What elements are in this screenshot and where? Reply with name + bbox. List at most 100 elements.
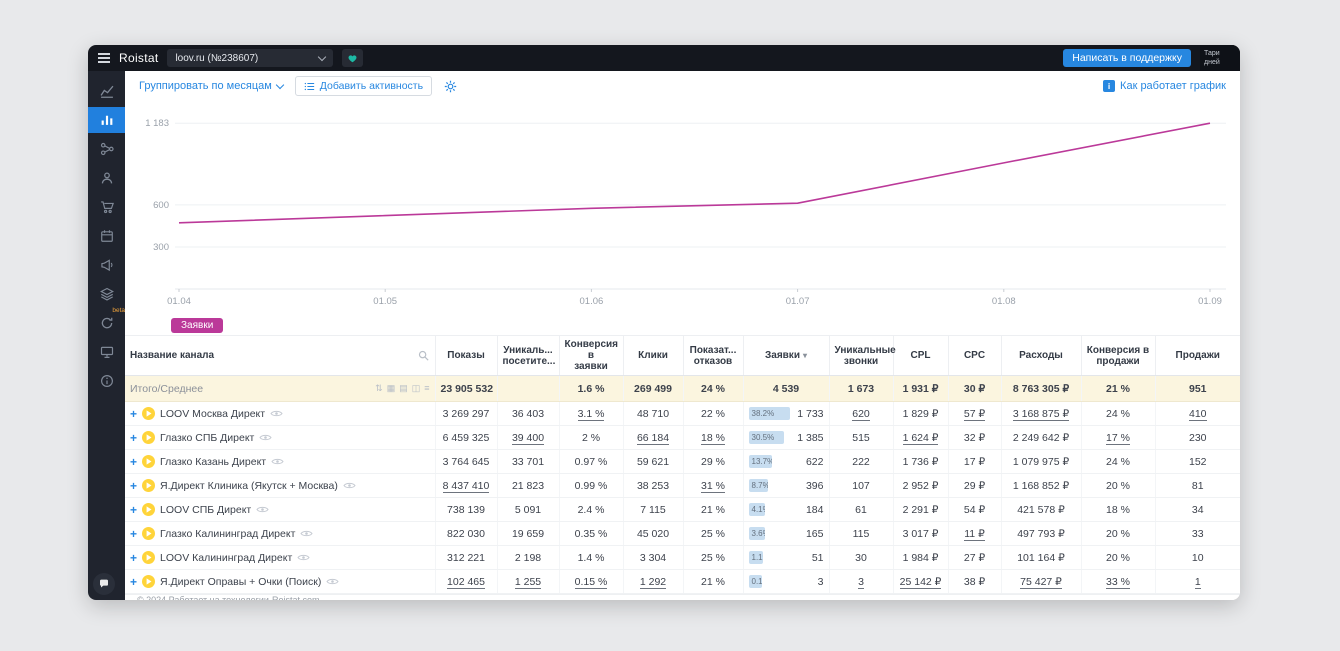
how-it-works-link[interactable]: i Как работает график (1103, 80, 1226, 92)
metric-link[interactable]: 1 (1194, 575, 1201, 589)
eye-icon[interactable] (300, 529, 313, 538)
channel-cell: + LOOV Москва Директ (125, 401, 435, 426)
channel-name[interactable]: Глазко СПБ Директ (160, 431, 255, 444)
metric-link[interactable]: 18 % (701, 431, 725, 445)
metric-link[interactable]: 25 142 ₽ (899, 575, 942, 589)
sidebar-item-audience[interactable]: beta (88, 307, 125, 336)
channel-name[interactable]: Глазко Казань Директ (160, 455, 267, 468)
sidebar-item-presentation[interactable] (88, 339, 125, 365)
eye-icon[interactable] (270, 409, 283, 418)
channel-name[interactable]: LOOV СПБ Директ (160, 503, 252, 516)
tariff-badge[interactable]: Тари дней (1200, 45, 1240, 71)
sidebar-item-integrations[interactable] (88, 281, 125, 307)
metric-link[interactable]: 3 168 875 ₽ (1012, 407, 1070, 421)
expand-row-button[interactable]: + (130, 478, 138, 493)
metric-value: 20 % (1106, 479, 1130, 492)
sort-order-icon[interactable]: ⇅ (375, 383, 383, 393)
eye-icon[interactable] (297, 553, 310, 562)
metric-link[interactable]: 39 400 (511, 431, 545, 445)
column-header[interactable]: Показат... отказов (682, 336, 743, 376)
metric-value: 1 984 ₽ (902, 551, 939, 564)
search-icon[interactable] (418, 350, 430, 362)
metric-link[interactable]: 3.1 % (577, 407, 605, 421)
expand-row-button[interactable]: + (130, 550, 138, 565)
channel-name[interactable]: Глазко Калининград Директ (160, 527, 296, 540)
metric-link[interactable]: 17 % (1106, 431, 1130, 445)
metric-link[interactable]: 102 465 (447, 575, 485, 589)
eye-icon[interactable] (343, 481, 356, 490)
metric-link[interactable]: 31 % (701, 479, 725, 493)
expand-row-button[interactable]: + (130, 526, 138, 541)
chart-view-icon[interactable]: ▤ (399, 383, 408, 393)
channel-name[interactable]: LOOV Калининград Директ (160, 551, 293, 564)
support-button[interactable]: Написать в поддержку (1063, 49, 1191, 67)
add-activity-button[interactable]: Добавить активность (294, 76, 433, 96)
expand-row-button[interactable]: + (130, 406, 138, 421)
eye-icon[interactable] (259, 433, 272, 442)
expand-row-button[interactable]: + (130, 502, 138, 517)
metric-link[interactable]: 1 255 (514, 575, 542, 589)
column-header[interactable]: Конверсия в продажи (1080, 336, 1155, 376)
metric-link[interactable]: 620 (852, 407, 870, 421)
column-header[interactable]: CPL (892, 336, 948, 376)
legend-badge[interactable]: Заявки (171, 318, 224, 333)
table-cell: 21 % (682, 497, 743, 522)
group-by-select[interactable]: Группировать по месяцам (139, 80, 285, 92)
metric-link[interactable]: 0.15 % (574, 575, 608, 589)
chat-widget-button[interactable] (93, 573, 115, 595)
metric-link[interactable]: 33 % (1106, 575, 1130, 589)
expand-row-button[interactable]: + (130, 574, 138, 589)
sidebar-item-visitors[interactable] (88, 165, 125, 191)
project-select[interactable]: loov.ru (№238607) (167, 49, 334, 67)
calls-view-icon[interactable]: ◫ (411, 383, 421, 393)
channel-name[interactable]: Я.Директ Оправы + Очки (Поиск) (160, 575, 322, 588)
metric-link[interactable]: 8 437 410 (442, 479, 490, 493)
expand-row-button[interactable]: + (130, 430, 138, 445)
column-header[interactable]: Заявки ▾ (742, 336, 829, 376)
eye-icon[interactable] (271, 457, 284, 466)
column-header[interactable]: Расходы (1000, 336, 1081, 376)
column-header[interactable]: Уникальные звонки (828, 336, 896, 376)
metric-link[interactable]: 1 292 (639, 575, 667, 589)
sidebar-item-calendar[interactable] (88, 223, 125, 249)
column-header[interactable]: Уникаль... посетите... (496, 336, 559, 376)
menu-icon[interactable] (98, 53, 110, 63)
sidebar-item-marketing[interactable] (88, 252, 125, 278)
column-header[interactable]: Конверсия в заявки (558, 336, 623, 376)
expand-row-button[interactable]: + (130, 454, 138, 469)
column-header[interactable]: Продажи (1154, 336, 1240, 376)
column-header[interactable]: Клики (622, 336, 683, 376)
column-header[interactable]: Название канала (125, 336, 435, 376)
channel-name[interactable]: Я.Директ Клиника (Якутск + Москва) (160, 479, 338, 492)
roistat-logo[interactable]: Roistat (119, 51, 159, 65)
metric-link[interactable]: 11 ₽ (964, 527, 985, 541)
channel-name[interactable]: LOOV Москва Директ (160, 407, 266, 420)
column-header[interactable]: CPC (947, 336, 1001, 376)
column-header[interactable]: Показы (434, 336, 497, 376)
project-health-button[interactable] (342, 49, 364, 67)
table-view-icon[interactable]: ▦ (386, 383, 396, 393)
metric-link[interactable]: 1 624 ₽ (902, 431, 939, 445)
chart-settings-button[interactable] (444, 80, 457, 93)
sidebar-item-orders[interactable] (88, 194, 125, 220)
sidebar-item-dashboard[interactable] (88, 107, 125, 133)
roistat-footer-link[interactable]: Roistat.com (271, 595, 320, 600)
metric-link[interactable]: 75 427 ₽ (1020, 575, 1062, 589)
metric-value: 34 (1191, 503, 1204, 516)
list-view-icon[interactable]: ≡ (424, 383, 430, 393)
table-cell: 30.5% 1 385 (742, 425, 829, 450)
metric-link[interactable]: 3 (858, 575, 864, 589)
list-icon (304, 82, 314, 90)
metric-link[interactable]: 57 ₽ (963, 407, 986, 421)
metric-link[interactable]: 410 (1188, 407, 1207, 421)
metric-link[interactable]: 66 184 (636, 431, 670, 445)
sidebar-item-analytics[interactable] (88, 78, 125, 104)
metric-value: 515 (852, 431, 870, 444)
sidebar-item-info[interactable] (88, 368, 125, 394)
table-cell: 34 (1154, 497, 1240, 522)
gear-icon (444, 80, 457, 92)
eye-icon[interactable] (256, 505, 269, 514)
table-row: + Глазко Казань Директ 3 764 645 33 701 0.97… (125, 449, 1240, 474)
eye-icon[interactable] (326, 577, 339, 586)
sidebar-item-funnels[interactable] (88, 136, 125, 162)
